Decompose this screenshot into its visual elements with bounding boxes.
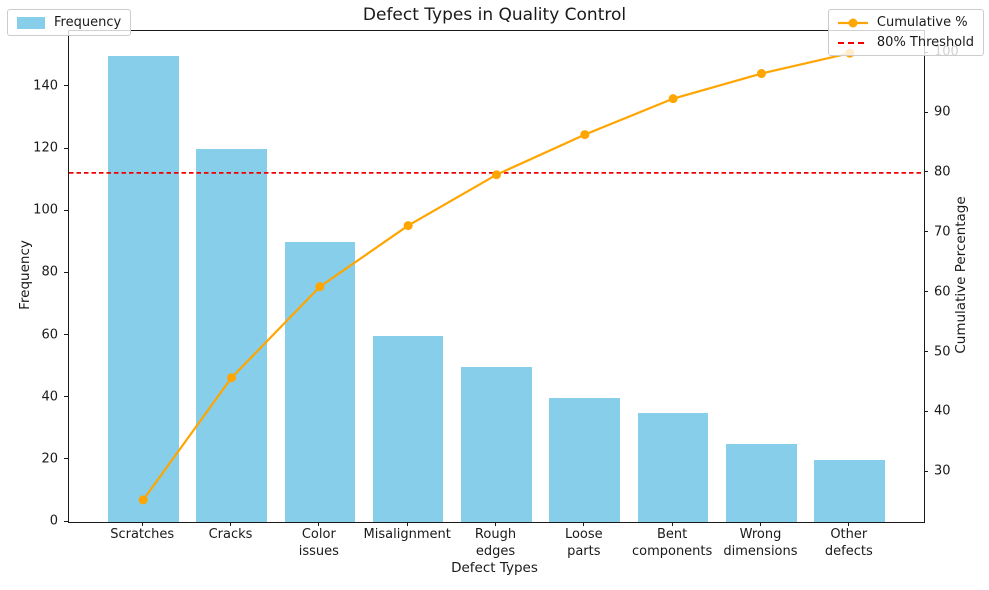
xtick-wrong-dimensions: Wrong dimensions <box>723 527 798 559</box>
tick-mark <box>759 522 761 526</box>
legend-label-frequency: Frequency <box>54 15 122 30</box>
tick-mark <box>848 522 850 526</box>
tick-mark <box>924 291 928 293</box>
right-ytick-30: 30 <box>934 463 951 479</box>
cumulative-point-wrong-dimensions <box>756 69 766 79</box>
tick-mark <box>924 351 928 353</box>
legend-label-cumulative: Cumulative % <box>876 15 968 30</box>
legend-item-cumulative: Cumulative % <box>837 15 974 30</box>
tick-mark <box>64 396 68 398</box>
tick-mark <box>924 231 928 233</box>
legend-item-frequency: Frequency <box>17 15 121 30</box>
xtick-color-issues: Color issues <box>298 527 339 559</box>
frequency-bar-swatch-icon <box>17 16 45 29</box>
bar-rough-edges <box>461 366 532 522</box>
bar-other-defects <box>814 459 886 522</box>
tick-mark <box>141 522 143 526</box>
bar-scratches <box>107 55 179 522</box>
x-axis-label: Defect Types <box>451 560 538 576</box>
tick-mark <box>406 522 408 526</box>
left-ytick-40: 40 <box>41 389 58 405</box>
bar-cracks <box>196 149 267 522</box>
tick-mark <box>924 410 928 412</box>
tick-mark <box>64 147 68 149</box>
left-ytick-60: 60 <box>41 327 58 343</box>
left-y-axis-label: Frequency <box>17 240 33 310</box>
right-ytick-50: 50 <box>934 344 951 360</box>
cumulative-point-bent-components <box>668 94 678 104</box>
tick-mark <box>495 522 496 526</box>
tick-mark <box>64 520 68 522</box>
bar-bent-components <box>637 413 709 522</box>
legend-cumulative: Cumulative % 80% Threshold <box>827 9 984 56</box>
tick-mark <box>671 522 673 526</box>
left-ytick-80: 80 <box>41 264 58 280</box>
xtick-loose-parts: Loose parts <box>564 527 603 559</box>
bar-loose-parts <box>549 397 621 522</box>
right-ytick-90: 90 <box>934 104 951 120</box>
xtick-other-defects: Other defects <box>824 527 873 559</box>
tick-mark <box>318 522 320 526</box>
left-ytick-100: 100 <box>33 202 58 218</box>
tick-mark <box>924 470 928 472</box>
bar-wrong-dimensions <box>726 444 797 522</box>
tick-mark <box>64 334 68 336</box>
tick-mark <box>583 522 585 526</box>
right-ytick-80: 80 <box>934 164 951 180</box>
tick-mark <box>64 271 68 273</box>
plot-area <box>68 30 925 523</box>
xtick-rough-edges: Rough edges <box>474 527 517 559</box>
left-ytick-0: 0 <box>49 513 58 529</box>
left-ytick-140: 140 <box>33 78 58 94</box>
bar-misalignment <box>372 335 444 522</box>
tick-mark <box>230 522 232 526</box>
threshold-dashed-swatch-icon <box>837 41 868 44</box>
tick-mark <box>64 85 68 87</box>
cumulative-line-swatch-icon <box>837 18 868 27</box>
xtick-bent-components: Bent components <box>631 527 713 559</box>
cumulative-point-rough-edges <box>492 170 501 180</box>
left-ytick-20: 20 <box>41 451 58 467</box>
tick-mark <box>64 458 68 460</box>
tick-mark <box>924 171 928 173</box>
cumulative-point-loose-parts <box>580 130 590 140</box>
right-y-axis-label: Cumulative Percentage <box>953 196 969 354</box>
legend-label-threshold: 80% Threshold <box>876 35 974 50</box>
right-ytick-40: 40 <box>934 403 951 419</box>
chart-title: Defect Types in Quality Control <box>362 5 627 25</box>
tick-mark <box>924 111 928 113</box>
right-ytick-70: 70 <box>934 224 951 240</box>
cumulative-point-misalignment <box>403 221 413 231</box>
bar-color-issues <box>284 242 356 522</box>
legend-item-threshold: 80% Threshold <box>837 35 974 50</box>
xtick-cracks: Cracks <box>208 527 253 542</box>
legend-frequency: Frequency <box>7 9 132 36</box>
tick-mark <box>64 209 68 211</box>
xtick-scratches: Scratches <box>110 527 175 542</box>
left-ytick-120: 120 <box>33 140 58 156</box>
xtick-misalignment: Misalignment <box>363 527 451 542</box>
right-ytick-60: 60 <box>934 284 951 300</box>
